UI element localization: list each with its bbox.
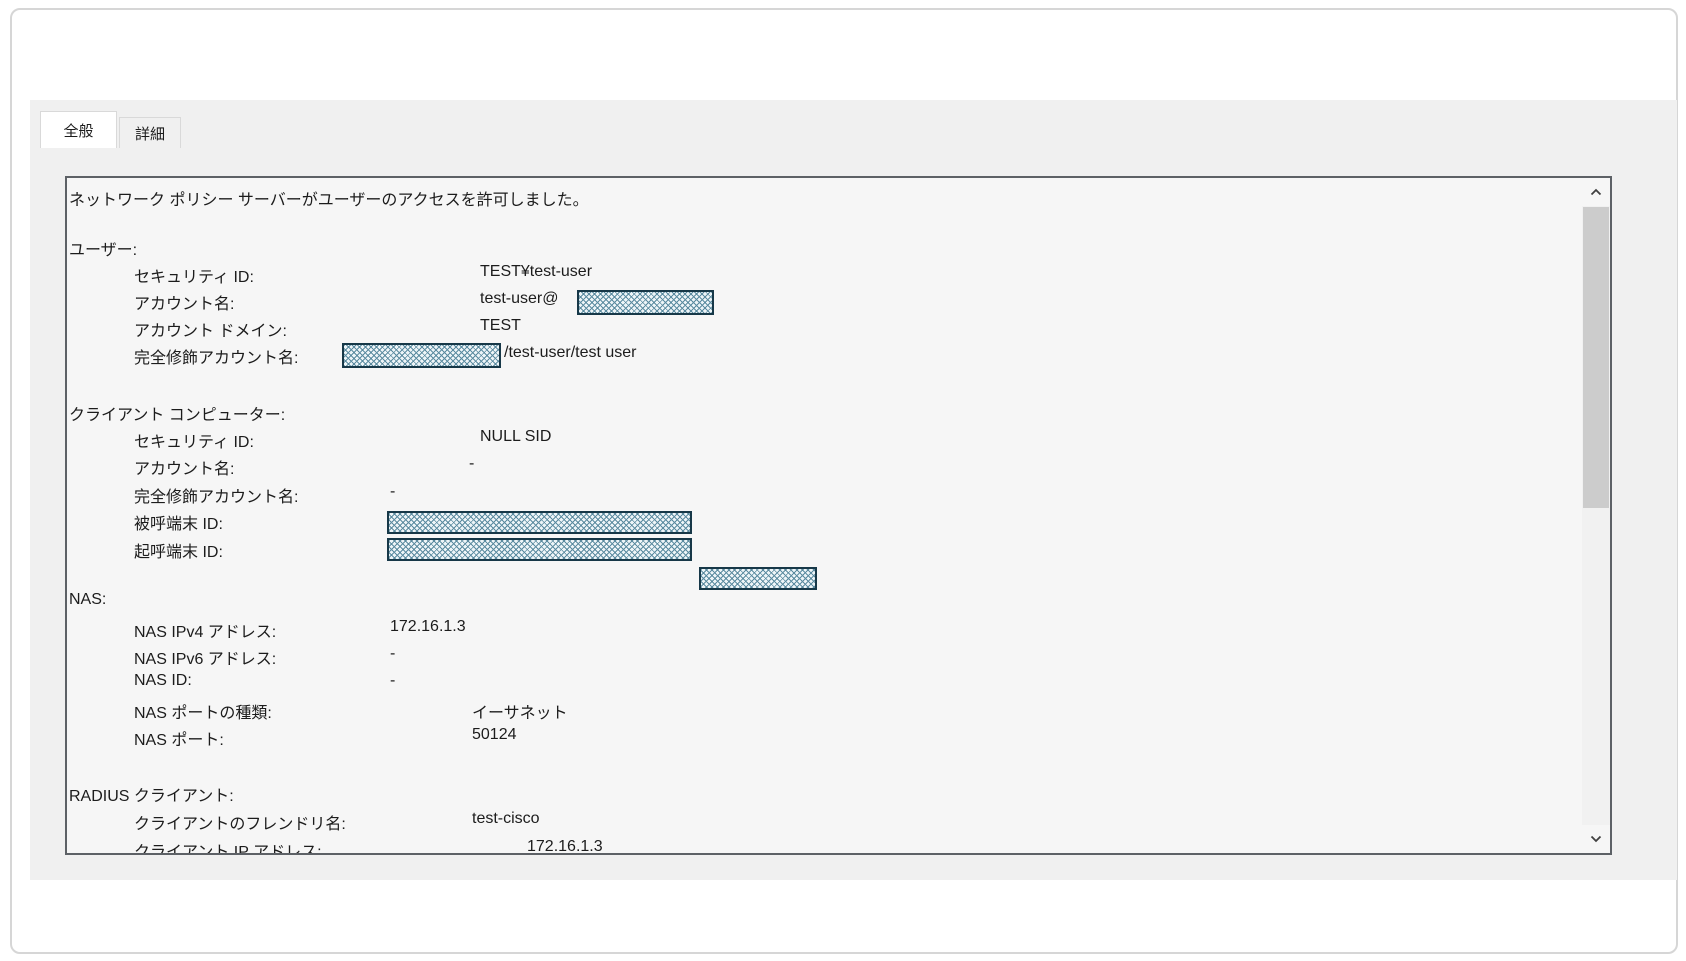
- client-account-name-value: -: [469, 455, 475, 472]
- radius-client-ip-value: 172.16.1.3: [527, 838, 603, 855]
- scroll-down-button[interactable]: [1582, 825, 1610, 853]
- called-station-id-label: 被呼端末 ID:: [134, 516, 223, 533]
- redacted-calling-station-id: [387, 538, 692, 561]
- nas-ipv4-label: NAS IPv4 アドレス:: [134, 624, 277, 641]
- chevron-up-icon: [1590, 188, 1602, 196]
- nas-id-value: -: [390, 672, 396, 689]
- nas-section-heading: NAS:: [69, 591, 107, 608]
- radius-friendly-name-value: test-cisco: [472, 810, 540, 827]
- user-security-id-value: TEST¥test-user: [480, 263, 593, 280]
- chevron-down-icon: [1590, 835, 1602, 843]
- client-account-name-label: アカウント名:: [134, 461, 235, 478]
- event-properties-window: 全般 詳細 ネットワーク ポリシー サーバーがユーザーのアクセスを許可しました。…: [10, 8, 1678, 954]
- nas-id-label: NAS ID:: [134, 672, 192, 689]
- user-account-name-label: アカウント名:: [134, 296, 235, 313]
- nas-ipv4-value: 172.16.1.3: [390, 618, 466, 635]
- tab-details[interactable]: 詳細: [119, 117, 181, 148]
- client-computer-heading: クライアント コンピューター:: [69, 407, 286, 424]
- nas-ipv6-label: NAS IPv6 アドレス:: [134, 651, 277, 668]
- radius-client-ip-label: クライアント IP アドレス:: [134, 844, 322, 855]
- client-fq-account-name-value: -: [390, 483, 396, 500]
- client-security-id-value: NULL SID: [480, 428, 552, 445]
- nas-port-label: NAS ポート:: [134, 732, 224, 749]
- nas-port-value: 50124: [472, 726, 517, 743]
- user-fq-account-name-suffix: /test-user/test user: [504, 344, 637, 361]
- scroll-up-button[interactable]: [1582, 178, 1610, 206]
- radius-friendly-name-label: クライアントのフレンドリ名:: [134, 816, 346, 833]
- client-security-id-label: セキュリティ ID:: [134, 434, 254, 451]
- event-description-box[interactable]: ネットワーク ポリシー サーバーがユーザーのアクセスを許可しました。 ユーザー:…: [65, 176, 1612, 855]
- event-message: ネットワーク ポリシー サーバーがユーザーのアクセスを許可しました。: [69, 192, 589, 209]
- tab-general-label: 全般: [63, 122, 94, 140]
- user-security-id-label: セキュリティ ID:: [134, 269, 254, 286]
- radius-client-heading: RADIUS クライアント:: [69, 788, 234, 805]
- tab-general[interactable]: 全般: [40, 111, 117, 148]
- scrollbar-thumb[interactable]: [1583, 207, 1609, 508]
- redacted-floating-value: [699, 567, 817, 590]
- nas-ipv6-value: -: [390, 645, 396, 662]
- nas-port-type-value: イーサネット: [472, 705, 568, 722]
- user-section-heading: ユーザー:: [69, 242, 138, 259]
- redacted-account-domain-suffix: [577, 290, 714, 315]
- client-fq-account-name-label: 完全修飾アカウント名:: [134, 489, 299, 506]
- vertical-scrollbar[interactable]: [1582, 178, 1610, 853]
- user-fq-account-name-label: 完全修飾アカウント名:: [134, 350, 299, 367]
- user-account-name-value: test-user@: [480, 290, 559, 307]
- nas-port-type-label: NAS ポートの種類:: [134, 705, 272, 722]
- redacted-called-station-id: [387, 511, 692, 534]
- calling-station-id-label: 起呼端末 ID:: [134, 544, 223, 561]
- user-account-domain-value: TEST: [480, 317, 521, 334]
- user-account-domain-label: アカウント ドメイン:: [134, 323, 287, 340]
- redacted-fq-account-prefix: [342, 343, 501, 368]
- tab-details-label: 詳細: [134, 125, 165, 143]
